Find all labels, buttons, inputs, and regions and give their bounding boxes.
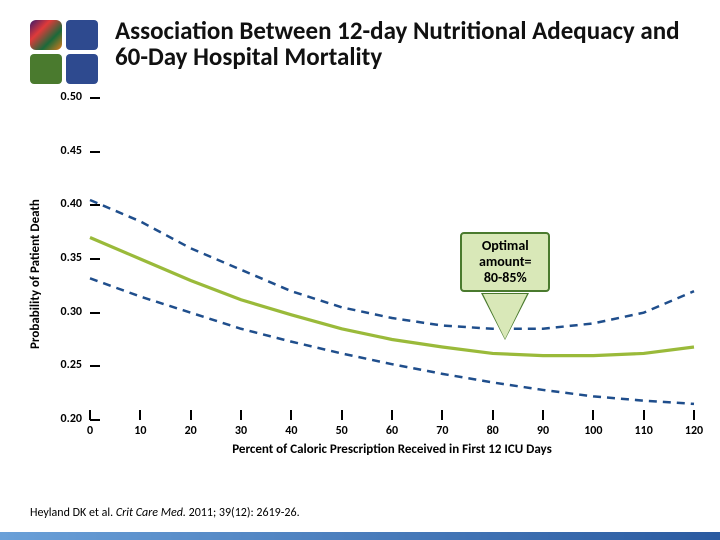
xtick-label: 0 (75, 424, 105, 438)
citation-author: Heyland DK et al. (30, 506, 113, 520)
plot-area (0, 0, 720, 540)
xtick-label: 50 (327, 424, 357, 438)
series-upper-ci (90, 200, 694, 329)
xtick-label: 40 (276, 424, 306, 438)
xtick-label: 100 (578, 424, 608, 438)
slide-root: { "title": { "text": "Association Betwee… (0, 0, 720, 540)
xtick-mark (492, 410, 494, 420)
xtick-mark (391, 410, 393, 420)
xtick-label: 20 (176, 424, 206, 438)
xtick-mark (89, 410, 91, 420)
callout-arrow-icon (483, 294, 527, 339)
xtick-label: 90 (528, 424, 558, 438)
xtick-label: 110 (629, 424, 659, 438)
xtick-label: 60 (377, 424, 407, 438)
xtick-mark (290, 410, 292, 420)
ytick-label: 0.35 (42, 251, 82, 265)
mortality-chart: Probability of Patient Death Percent of … (0, 0, 720, 540)
ytick-label: 0.50 (42, 90, 82, 104)
ytick-mark (90, 151, 100, 153)
xtick-mark (441, 410, 443, 420)
callout-line: 80-85% (468, 270, 542, 286)
xtick-mark (139, 410, 141, 420)
xtick-label: 70 (427, 424, 457, 438)
callout-line: amount= (468, 254, 542, 270)
ytick-mark (90, 258, 100, 260)
xtick-label: 10 (125, 424, 155, 438)
ytick-mark (90, 204, 100, 206)
ytick-label: 0.30 (42, 305, 82, 319)
series-mean (90, 238, 694, 356)
xtick-mark (341, 410, 343, 420)
xtick-mark (693, 410, 695, 420)
xtick-label: 80 (478, 424, 508, 438)
callout-optimal: Optimalamount=80-85% (460, 232, 550, 292)
ytick-mark (90, 312, 100, 314)
callout-line: Optimal (468, 238, 542, 254)
citation-journal: Crit Care Med. (116, 506, 186, 520)
xtick-mark (240, 410, 242, 420)
ytick-mark (90, 97, 100, 99)
ytick-label: 0.25 (42, 358, 82, 372)
xtick-mark (592, 410, 594, 420)
ytick-label: 0.45 (42, 144, 82, 158)
citation-rest: 2011; 39(12): 2619-26. (186, 506, 300, 520)
xtick-mark (190, 410, 192, 420)
ytick-mark (90, 365, 100, 367)
citation: Heyland DK et al. Crit Care Med. 2011; 3… (30, 506, 300, 520)
xtick-mark (643, 410, 645, 420)
ytick-mark (90, 419, 100, 421)
ytick-label: 0.40 (42, 197, 82, 211)
xtick-mark (542, 410, 544, 420)
footer-bar (0, 532, 720, 540)
xtick-label: 30 (226, 424, 256, 438)
xtick-label: 120 (679, 424, 709, 438)
